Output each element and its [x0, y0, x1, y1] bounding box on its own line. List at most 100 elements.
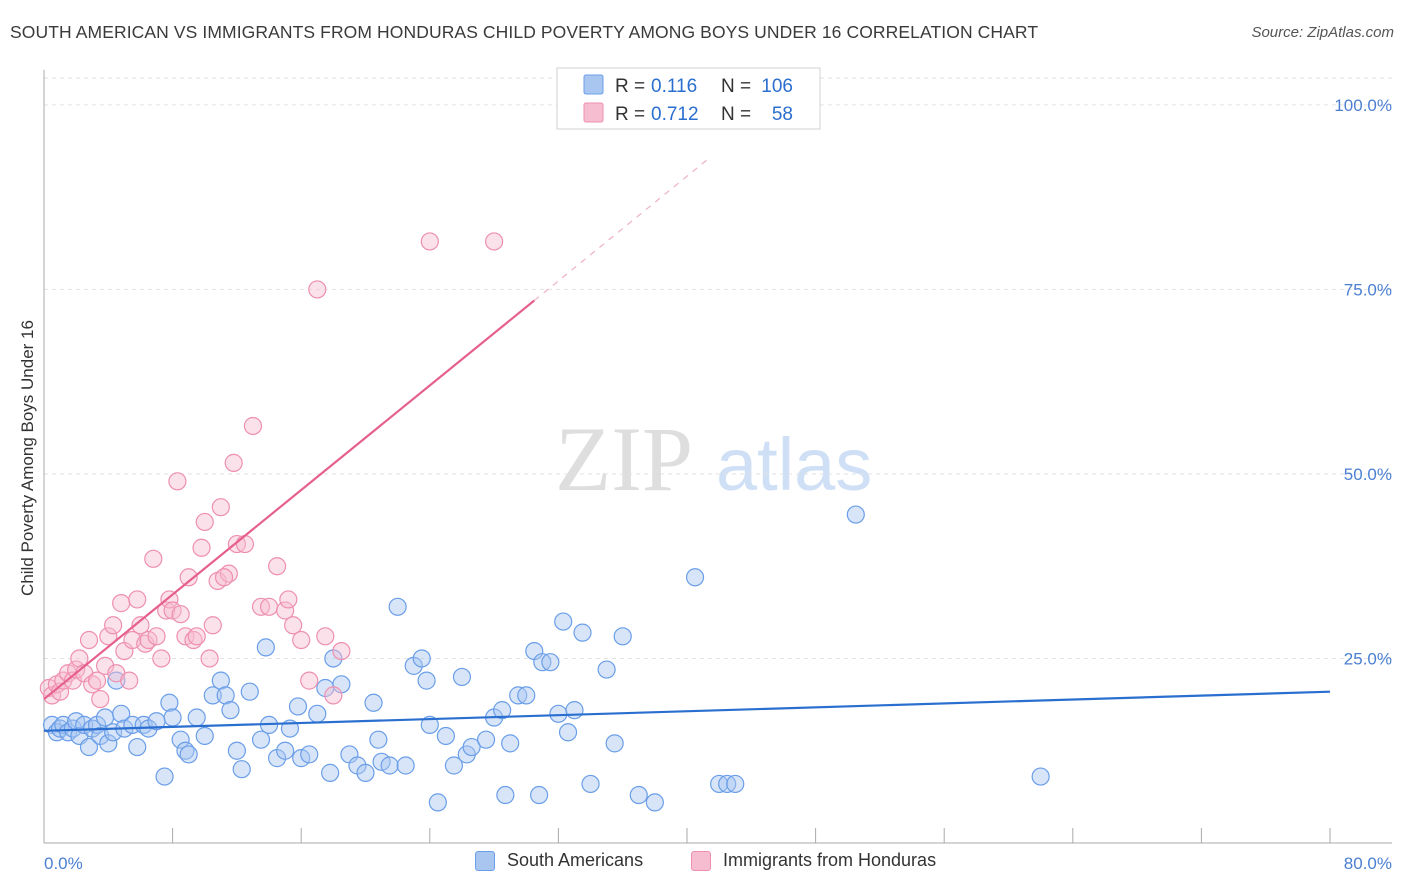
point-series-1-33	[171, 605, 190, 624]
point-series-1-18	[112, 594, 131, 613]
point-series-1-61	[214, 568, 234, 587]
point-series-0-78	[517, 686, 536, 705]
point-series-0-61	[396, 756, 415, 775]
legend-swatch-south-americans	[475, 850, 495, 871]
y-tick-labels: 25.0% 50.0% 75.0% 100.0%	[1334, 96, 1392, 669]
point-series-1-42	[211, 498, 230, 517]
y-tick-label-3: 100.0%	[1334, 96, 1392, 115]
point-series-1-16	[104, 616, 123, 635]
point-series-1-29	[157, 601, 176, 620]
point-series-1-47	[243, 416, 263, 436]
point-series-0-66	[428, 793, 447, 812]
legend-swatch-pink	[583, 102, 604, 123]
data-points	[39, 232, 1050, 812]
point-series-0-69	[452, 667, 472, 687]
x-tick-labels: 0.0% 80.0%	[44, 854, 1392, 873]
point-series-0-98	[846, 505, 865, 524]
trend-line-1	[43, 299, 535, 700]
point-series-0-67	[436, 726, 455, 746]
point-series-0-60	[388, 597, 407, 616]
point-series-0-47	[300, 745, 319, 764]
point-series-0-72	[476, 730, 496, 749]
point-series-0-82	[541, 653, 560, 672]
correlation-legend: R = 0.116 N = 106 R = 0.712 N = 58	[556, 67, 821, 130]
legend-r-value-0: 0.116	[651, 76, 697, 97]
point-series-0-37	[232, 760, 251, 779]
legend-swatch-immigrants-from-honduras	[691, 850, 711, 871]
point-series-0-68	[444, 756, 464, 775]
point-series-0-17	[112, 704, 131, 723]
legend-item-south-americans: South Americans	[475, 850, 643, 871]
point-series-0-26	[163, 708, 182, 727]
point-series-0-94	[685, 568, 705, 587]
point-series-1-59	[420, 232, 439, 251]
y-tick-label-0: 25.0%	[1344, 649, 1392, 668]
point-series-0-29	[179, 745, 198, 764]
point-series-0-80	[530, 785, 549, 805]
trend-line-0	[43, 690, 1331, 732]
point-series-0-20	[128, 737, 147, 757]
point-series-0-9	[79, 737, 99, 757]
point-series-0-76	[501, 734, 520, 753]
legend-item-immigrants-from-honduras: Immigrants from Honduras	[691, 850, 936, 871]
point-series-0-57	[369, 730, 388, 749]
legend-r-value-1: 0.712	[651, 104, 699, 125]
point-series-1-50	[267, 557, 287, 576]
legend-r-label-0: R =	[615, 76, 645, 97]
point-series-0-33	[211, 671, 230, 690]
point-series-0-43	[276, 741, 295, 760]
chart-source: Source: ZipAtlas.com	[1251, 24, 1394, 41]
point-series-1-10	[79, 630, 99, 650]
point-series-0-84	[554, 612, 573, 631]
point-series-0-59	[380, 756, 399, 775]
point-series-0-97	[726, 774, 745, 794]
point-series-0-40	[256, 638, 275, 657]
point-series-0-16	[107, 671, 126, 690]
point-series-0-38	[240, 682, 259, 701]
point-series-0-55	[356, 763, 375, 782]
point-series-1-62	[279, 590, 298, 609]
point-series-1-38	[195, 512, 214, 532]
point-series-1-30	[160, 590, 179, 609]
point-series-1-60	[485, 232, 504, 251]
point-series-1-46	[235, 534, 255, 554]
x-tick-label-0: 0.0%	[44, 854, 83, 873]
point-series-0-63	[412, 649, 431, 668]
watermark-atlas: atlas	[716, 423, 872, 506]
y-tick-label-1: 50.0%	[1344, 465, 1392, 484]
point-series-0-39	[251, 730, 271, 749]
point-series-1-55	[308, 280, 327, 299]
point-series-0-14	[99, 734, 118, 753]
point-series-0-65	[420, 715, 439, 735]
trend-line-extension-1	[533, 156, 712, 301]
point-series-0-30	[187, 708, 206, 727]
point-series-1-54	[300, 671, 319, 690]
point-series-0-45	[288, 697, 308, 716]
point-series-1-6	[63, 671, 83, 690]
point-series-0-93	[645, 793, 664, 812]
point-series-1-28	[152, 649, 171, 668]
point-series-0-85	[558, 723, 578, 742]
point-series-0-92	[629, 785, 648, 805]
point-series-0-25	[160, 693, 179, 712]
axes	[43, 70, 1392, 844]
point-series-0-87	[573, 623, 592, 642]
legend-label-south-americans: South Americans	[507, 850, 644, 870]
point-series-1-56	[316, 627, 335, 646]
legend-label-immigrants-from-honduras: Immigrants from Honduras	[723, 850, 937, 870]
point-series-0-50	[321, 763, 340, 782]
point-series-0-90	[605, 734, 624, 753]
point-series-0-32	[203, 686, 222, 705]
legend-r-label-1: R =	[615, 104, 645, 125]
point-series-1-58	[332, 641, 351, 661]
legend-n-label-1: N =	[721, 104, 751, 125]
point-series-0-71	[462, 737, 481, 757]
point-series-1-57	[324, 686, 343, 705]
point-series-0-56	[364, 693, 383, 712]
point-series-1-12	[87, 671, 107, 690]
x-ticks	[43, 828, 1331, 843]
point-series-0-48	[308, 704, 327, 723]
chart-title: SOUTH AMERICAN VS IMMIGRANTS FROM HONDUR…	[10, 22, 1039, 42]
y-tick-label-2: 75.0%	[1344, 280, 1392, 299]
